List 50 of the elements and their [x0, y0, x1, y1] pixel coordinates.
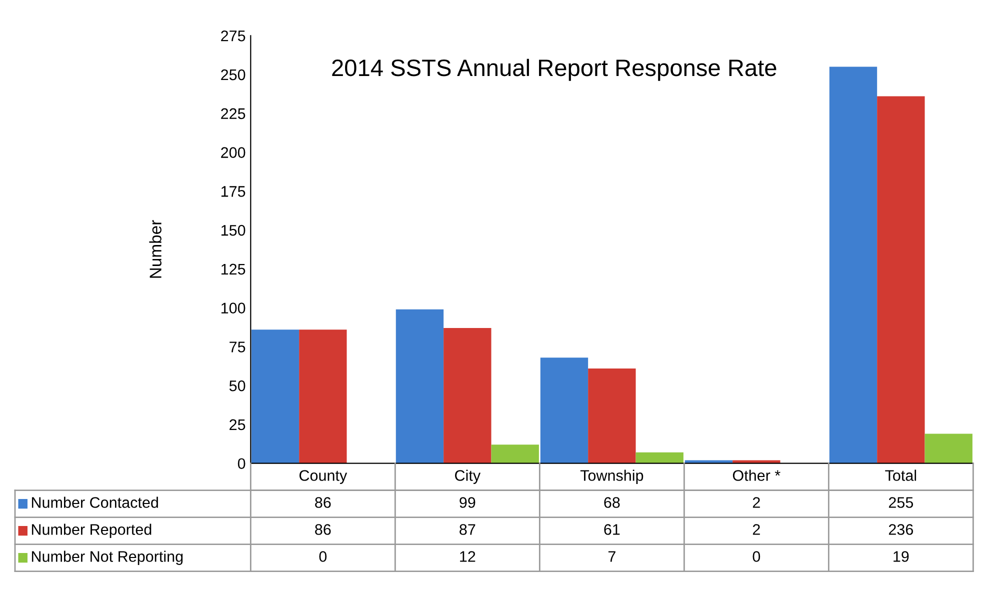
- data-label: 0: [319, 551, 327, 562]
- y-tick-label: 250: [221, 69, 246, 80]
- legend-label: Number Reported: [32, 524, 152, 538]
- data-label: 19: [894, 551, 909, 562]
- bar: [924, 434, 972, 464]
- y-tick-label: 50: [229, 380, 246, 392]
- y-tick-label: 0: [238, 458, 246, 470]
- y-axis-title: Number: [149, 220, 162, 278]
- legend-label: Number Not Reporting: [32, 550, 183, 565]
- bar: [829, 66, 878, 464]
- bar: [444, 328, 492, 464]
- y-tick-label: 225: [221, 108, 246, 120]
- y-tick-label: 200: [221, 147, 246, 158]
- y-tick-label: 75: [230, 342, 246, 352]
- bar: [877, 96, 925, 464]
- x-tick-label: County: [299, 470, 348, 484]
- y-tick-label: 150: [221, 224, 246, 236]
- data-label: 0: [752, 551, 760, 562]
- bar: [396, 309, 444, 464]
- data-label: 68: [604, 497, 620, 508]
- bar: [540, 358, 588, 464]
- bar: [636, 452, 684, 464]
- y-tick-label: 175: [221, 186, 246, 197]
- data-label: 86: [315, 497, 331, 508]
- data-label: 99: [460, 497, 476, 508]
- data-label: 255: [888, 497, 914, 508]
- bar: [299, 330, 347, 464]
- x-tick-label: Total: [885, 470, 916, 481]
- data-label: 12: [460, 551, 476, 562]
- bar: [588, 368, 636, 464]
- bar: [251, 330, 300, 464]
- x-tick-label: Other *: [732, 470, 780, 481]
- text: 2014 SSTS Annual Report Response Rate: [332, 58, 776, 81]
- legend-label: Number Contacted: [32, 496, 158, 508]
- data-label: 2: [752, 524, 760, 535]
- bar: [684, 460, 733, 464]
- x-tick-label: Township: [580, 470, 644, 484]
- data-label: 2: [752, 497, 760, 508]
- data-label: 7: [608, 551, 616, 562]
- y-tick-label: 100: [221, 302, 246, 314]
- bar: [491, 444, 539, 464]
- data-label: 87: [460, 524, 476, 535]
- y-tick-label: 125: [221, 264, 246, 275]
- data-label: 236: [888, 524, 913, 535]
- data-label: 61: [604, 524, 620, 535]
- data-label: 86: [315, 524, 331, 535]
- y-tick-label: 275: [221, 30, 246, 42]
- y-tick-label: 25: [230, 419, 246, 430]
- x-tick-label: City: [455, 470, 481, 484]
- bar: [732, 460, 780, 464]
